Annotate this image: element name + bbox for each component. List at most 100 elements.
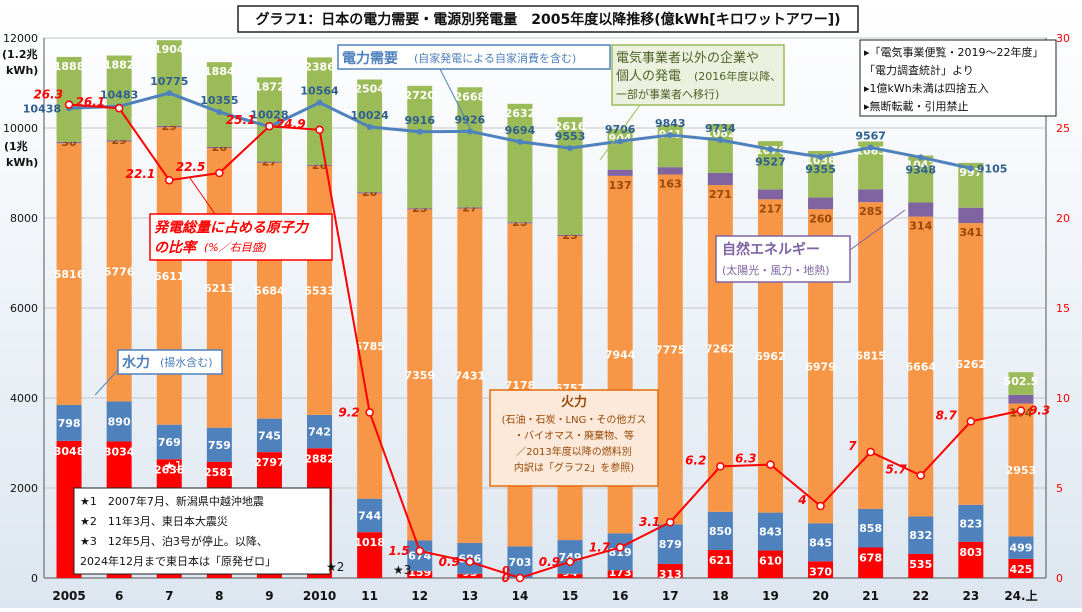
bar-label-hydro: 845 <box>809 536 832 549</box>
bar-self <box>908 155 934 203</box>
nuclear-share-label: 22.1 <box>126 167 156 181</box>
demand-label: 9355 <box>805 163 836 176</box>
hydro-callout-note: (揚水含む) <box>160 355 213 369</box>
nuclear-share-point <box>615 543 625 552</box>
nuclear-share-label: 9.3 <box>1029 404 1050 418</box>
hydro-callout-title: 水力 <box>122 354 150 371</box>
bar-nuclear <box>707 550 733 578</box>
demand-label: 10028 <box>250 109 288 122</box>
x-tick-label: 24.上 <box>1004 588 1037 603</box>
x-tick-label: 6 <box>115 589 123 603</box>
bar-renewable <box>307 164 333 166</box>
bar-label-thermal: 6262 <box>956 358 987 371</box>
bar-label-self: 2616 <box>555 120 586 133</box>
bar-hydro <box>407 540 433 571</box>
bar-renewable <box>808 197 834 210</box>
y-tick-label: 4000 <box>10 392 38 405</box>
nuclear-share-point <box>64 100 74 109</box>
demand-label: 9843 <box>655 117 686 130</box>
bar-label-self: 2720 <box>404 89 435 102</box>
share-callout-pointer <box>189 177 216 215</box>
bar-label-hydro: 832 <box>909 529 932 542</box>
x-tick-label: 16 <box>612 589 629 603</box>
bar-label-self: 2668 <box>455 90 486 103</box>
nuclear-share-label: 26.3 <box>33 88 63 102</box>
y-unit-top-2: kWh) <box>6 64 38 77</box>
bar-renewable <box>206 146 232 149</box>
demand-callout-title: 電力需要 <box>342 50 398 67</box>
bar-hydro <box>106 401 132 442</box>
bar-hydro <box>958 504 984 542</box>
bar-label-thermal: 7944 <box>605 349 636 362</box>
y-unit-mid-2: kWh) <box>6 156 38 169</box>
bar-label-thermal: 6979 <box>805 360 836 373</box>
bar-hydro <box>757 512 783 551</box>
demand-label: 10024 <box>351 109 390 122</box>
bar-label-hydro: 850 <box>709 525 732 538</box>
y2-tick-label: 25 <box>1056 122 1070 135</box>
nuclear-share-point <box>816 501 825 511</box>
bar-self <box>256 77 282 162</box>
demand-callout-note: (自家発電による自家消費を含む) <box>414 51 576 65</box>
bar-self <box>1008 372 1034 395</box>
self-gen-callout-box <box>611 44 785 106</box>
y2-tick-label: 30 <box>1056 32 1070 45</box>
bar-renewable <box>757 189 783 200</box>
bar-label-self: 1082 <box>705 127 736 140</box>
bar-nuclear <box>657 563 683 578</box>
source-line-1: ▸「電気事業便覧・2019～22年度」 <box>864 45 1044 59</box>
bar-label-renewable: 271 <box>709 188 732 201</box>
y-tick-label: 8000 <box>10 212 38 225</box>
bar-nuclear <box>808 561 834 578</box>
bar-label-renewable: 285 <box>859 205 882 218</box>
bar-label-thermal: 7775 <box>655 343 686 356</box>
demand-label: 9926 <box>455 113 486 126</box>
bar-hydro <box>908 516 934 554</box>
x-tick-label: 18 <box>712 589 729 603</box>
bar-renewable <box>357 192 383 194</box>
bar-thermal <box>307 165 333 415</box>
bar-hydro <box>256 418 282 453</box>
y-tick-label: 2000 <box>10 482 38 495</box>
bar-hydro <box>657 524 683 564</box>
thermal-callout-line-2: ・バイオマス・廃棄物、等 <box>514 429 634 442</box>
y-tick-label: 0 <box>31 572 38 585</box>
self-gen-line-3: 一部が事業者へ移行) <box>616 87 719 101</box>
nuclear-share-point <box>716 462 725 471</box>
bar-label-nuclear: 3034 <box>104 445 135 458</box>
nuclear-share-label: 22.5 <box>176 160 206 174</box>
bar-label-thermal: 5533 <box>304 284 335 297</box>
bar-label-hydro: 798 <box>58 417 81 430</box>
bar-renewable <box>657 167 683 175</box>
x-tick-label: 11 <box>361 589 378 603</box>
bar-thermal <box>507 223 533 547</box>
nuclear-share-label: 7 <box>848 439 857 453</box>
bar-nuclear <box>557 573 583 578</box>
bar-label-self: 2632 <box>505 107 536 120</box>
y2-tick-label: 5 <box>1056 482 1063 495</box>
bar-self <box>307 57 333 165</box>
nuclear-share-label: 24.9 <box>276 117 306 131</box>
demand-point <box>416 128 423 135</box>
x-tick-label: 8 <box>215 589 223 603</box>
x-tick-label: 22 <box>912 589 929 603</box>
bar-label-nuclear: 610 <box>759 555 782 568</box>
nuclear-share-point <box>165 175 174 185</box>
chart-title: グラフ1：日本の電力需要・電源別発電量 2005年度以降推移(億kWh[キロワッ… <box>255 11 840 28</box>
demand-label: 9706 <box>605 123 636 136</box>
x-tick-label: 17 <box>662 589 679 603</box>
bar-nuclear <box>1008 558 1034 578</box>
bar-renewable <box>858 189 884 203</box>
bar-renewable <box>557 234 583 236</box>
bar-label-hydro: 759 <box>208 439 231 452</box>
nuclear-share-label: 1.5 <box>388 544 409 558</box>
bar-label-renewable: 341 <box>959 226 982 239</box>
x-tick-label: 21 <box>862 589 879 603</box>
bar-thermal <box>56 143 82 405</box>
nuclear-share-point <box>916 471 925 480</box>
bar-label-nuclear: 535 <box>909 558 932 571</box>
nuclear-share-label: 1.7 <box>589 540 611 554</box>
demand-point <box>516 138 523 145</box>
nuclear-share-label: 4 <box>797 493 806 507</box>
x-tick-label: 14 <box>512 589 529 603</box>
